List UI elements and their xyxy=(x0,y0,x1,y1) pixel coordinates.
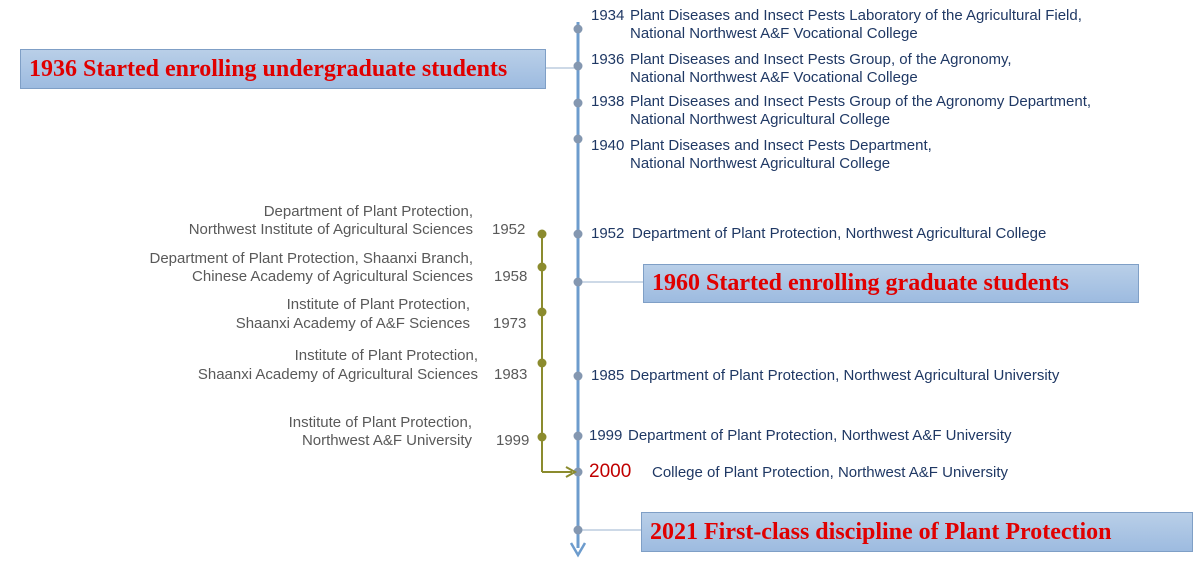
main-event-line1: Department of Plant Protection, Northwes… xyxy=(628,427,1012,444)
branch-event-line2: Shaanxi Academy of Agricultural Sciences xyxy=(197,366,478,383)
main-dot-1934 xyxy=(573,24,583,34)
branch-event-line1: Institute of Plant Protection, xyxy=(286,296,470,313)
main-event-year: 1999 xyxy=(589,427,623,444)
main-event-year: 1938 xyxy=(591,93,625,110)
branch-merge-arrow xyxy=(565,466,578,478)
main-dot-1936 xyxy=(573,61,583,71)
branch-event-line1: Institute of Plant Protection, xyxy=(294,347,478,364)
main-event-line2: National Northwest A&F Vocational Colleg… xyxy=(630,25,918,42)
main-event-year: 1936 xyxy=(591,51,625,68)
branch-dot-1952 xyxy=(537,229,547,239)
main-timeline-arrow xyxy=(569,542,587,558)
branch-dot-1999 xyxy=(537,432,547,442)
main-event-year: 1940 xyxy=(591,137,625,154)
main-event-year: 1934 xyxy=(591,7,625,24)
branch-dot-1973 xyxy=(537,307,547,317)
main-dot-1940 xyxy=(573,134,583,144)
main-event-year: 1952 xyxy=(591,225,625,242)
main-dot-1952 xyxy=(573,229,583,239)
branch-event-line2: Northwest A&F University xyxy=(301,432,472,449)
branch-event-line1: Department of Plant Protection, Shaanxi … xyxy=(149,250,473,267)
main-dot-1999 xyxy=(573,431,583,441)
branch-event-line2: Chinese Academy of Agricultural Sciences xyxy=(192,268,473,285)
main-event-line1: College of Plant Protection, Northwest A… xyxy=(652,464,1008,481)
main-event-line1: Department of Plant Protection, Northwes… xyxy=(632,225,1047,242)
main-event-line1: Plant Diseases and Insect Pests Departme… xyxy=(630,137,932,154)
main-dot-1985 xyxy=(573,371,583,381)
main-event-year-highlight: 2000 xyxy=(589,461,632,482)
main-dot-1960 xyxy=(573,277,583,287)
branch-event-year: 1958 xyxy=(494,268,528,285)
callout-1936-undergraduate: 1936 Started enrolling undergraduate stu… xyxy=(20,49,546,89)
main-event-line2: National Northwest Agricultural College xyxy=(630,111,891,128)
main-event-line1: Plant Diseases and Insect Pests Laborato… xyxy=(630,7,1082,24)
main-event-line1: Department of Plant Protection, Northwes… xyxy=(630,367,1060,384)
branch-dot-1958 xyxy=(537,262,547,272)
branch-event-line1: Institute of Plant Protection, xyxy=(288,414,472,431)
branch-dot-1983 xyxy=(537,358,547,368)
callout-1960-graduate: 1960 Started enrolling graduate students xyxy=(643,264,1139,303)
main-event-year: 1985 xyxy=(591,367,625,384)
main-event-line1: Plant Diseases and Insect Pests Group, o… xyxy=(630,51,1012,68)
branch-event-year: 1952 xyxy=(492,221,526,238)
branch-event-year: 1973 xyxy=(493,315,527,332)
branch-event-year: 1983 xyxy=(494,366,528,383)
main-dot-2021 xyxy=(573,525,583,535)
branch-event-line2: Northwest Institute of Agricultural Scie… xyxy=(188,221,473,238)
main-event-line1: Plant Diseases and Insect Pests Group of… xyxy=(630,93,1092,110)
main-dot-2000 xyxy=(573,467,583,477)
main-event-line2: National Northwest Agricultural College xyxy=(630,155,891,172)
main-event-line2: National Northwest A&F Vocational Colleg… xyxy=(630,69,918,86)
branch-event-line2: Shaanxi Academy of A&F Sciences xyxy=(235,315,470,332)
callout-2021-first-class: 2021 First-class discipline of Plant Pro… xyxy=(641,512,1193,552)
branch-event-line1: Department of Plant Protection, xyxy=(263,203,473,220)
main-dot-1938 xyxy=(573,98,583,108)
branch-event-year: 1999 xyxy=(496,432,530,449)
